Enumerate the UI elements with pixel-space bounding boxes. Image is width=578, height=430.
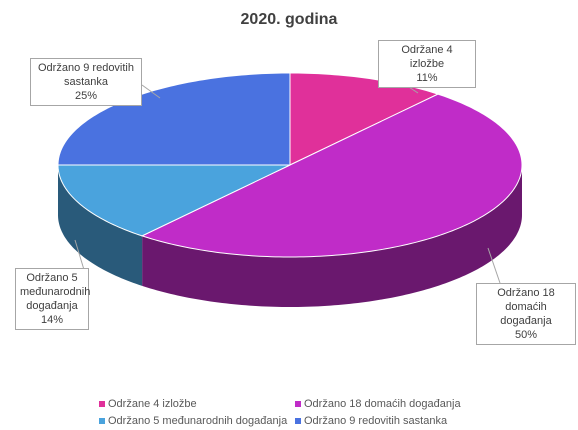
label-value: 50% bbox=[514, 329, 538, 341]
legend-swatch bbox=[295, 401, 301, 407]
data-label: Održano 9 redovitih sastanka 25% bbox=[30, 58, 142, 106]
slice-side bbox=[142, 165, 523, 307]
data-label: Održane 4 izložbe 11% bbox=[378, 40, 476, 88]
slice bbox=[289, 72, 440, 166]
legend-swatch bbox=[99, 401, 105, 407]
leader-line bbox=[141, 84, 161, 99]
label-category: Održane 4 izložbe bbox=[401, 44, 453, 70]
label-category: Održano 5 međunarodnih događanja bbox=[20, 272, 91, 312]
legend-swatch bbox=[295, 418, 301, 424]
label-category: Održano 18 domaćih događanja bbox=[497, 287, 555, 327]
label-value: 25% bbox=[74, 90, 98, 102]
slice bbox=[140, 93, 523, 258]
data-label: Održano 5 međunarodnih događanja 14% bbox=[15, 268, 91, 330]
legend-label: Održano 9 redovitih sastanka bbox=[304, 415, 448, 427]
label-value: 11% bbox=[416, 72, 438, 84]
label-value: 14% bbox=[40, 314, 64, 326]
slice bbox=[57, 164, 291, 237]
label-category: Održano 9 redovitih sastanka bbox=[38, 62, 134, 88]
slice-side bbox=[58, 165, 143, 286]
legend-label: Održane 4 izložbe bbox=[108, 398, 197, 410]
legend-label: Održano 5 međunarodnih događanja bbox=[108, 415, 288, 427]
data-label: Održano 18 domaćih događanja 50% bbox=[476, 283, 576, 345]
legend-swatch bbox=[99, 418, 105, 424]
chart-title: 2020. godina bbox=[241, 11, 338, 28]
leader-line bbox=[487, 247, 501, 284]
legend-label: Održano 18 domaćih događanja bbox=[304, 398, 461, 410]
